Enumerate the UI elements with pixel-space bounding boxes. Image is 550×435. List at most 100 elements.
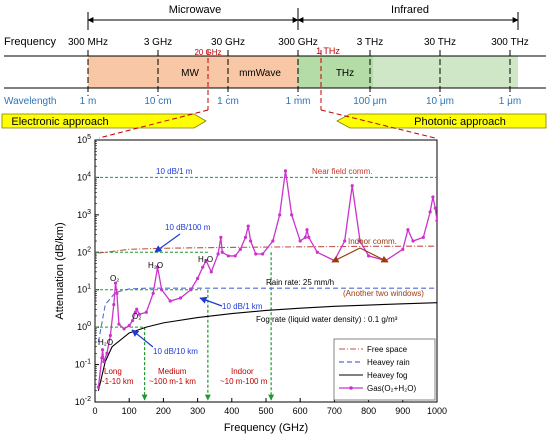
series-group (96, 169, 437, 391)
gas-data-point (278, 213, 282, 217)
y-tick-label: 100 (77, 321, 91, 332)
annotation-rain-rate: Rain rate: 25 mm/h (266, 278, 334, 287)
gas-data-point (406, 228, 410, 232)
x-tick-label: 100 (122, 406, 137, 416)
annotation-h2o-183ghz: H₂O (148, 261, 163, 270)
gas-data-point (112, 303, 116, 307)
x-tick-label: 900 (395, 406, 410, 416)
freq-tick-label: 3 THz (357, 37, 384, 48)
far-infrared-band (373, 56, 518, 88)
gas-data-point (196, 276, 200, 281)
annotation-indoor-comm: Indoor comm. (348, 237, 397, 246)
freq-tick-label: 300 MHz (68, 37, 108, 48)
legend-label-heavy-fog: Heavey fog (367, 371, 407, 380)
x-tick-label: 800 (361, 406, 376, 416)
window-long-range: ~1-10 km (100, 377, 134, 386)
gas-data-point (271, 239, 275, 243)
gas-data-point (358, 239, 362, 243)
gas-data-point (350, 184, 354, 188)
freq-tick-label: 3 GHz (144, 37, 172, 48)
marker-20ghz-label: 20 GHz (194, 48, 221, 57)
wavelength-label: Wavelength (4, 96, 56, 107)
annotation-o2-118ghz: O₂ (132, 312, 141, 321)
x-axis-label: Frequency (GHz) (224, 422, 308, 434)
gas-data-point (102, 360, 106, 364)
gas-data-point (204, 258, 208, 263)
spectrum-diagram: Microwave Infrared Frequency 300 MHz 3 G… (1, 2, 547, 139)
gas-data-point (131, 318, 135, 323)
gas-data-point (96, 385, 101, 389)
gas-data-point (100, 356, 104, 360)
photonic-approach-arrow (336, 113, 547, 129)
gas-data-point (144, 310, 148, 314)
series-line-heavey-rain (97, 287, 437, 343)
gas-data-point (135, 307, 139, 311)
legend-label-heavy-rain: Heavey rain (367, 358, 410, 367)
annotations: 10 dB/1 m Near field comm. 10 dB/100 m R… (98, 167, 424, 386)
annotation-near-field: Near field comm. (312, 167, 372, 176)
annotation-10db-1m: 10 dB/1 m (156, 167, 193, 176)
y-axis-label: Attenuation (dB/km) (54, 222, 66, 319)
gas-data-point (305, 228, 309, 232)
y-tick-label: 105 (77, 134, 91, 145)
gas-data-point (233, 254, 237, 258)
legend-label-gas: Gas(O₂+H₂O) (367, 384, 416, 393)
y-tick-label: 103 (77, 209, 91, 220)
infrared-label: Infrared (391, 4, 429, 16)
y-tick-label: 10-1 (75, 359, 91, 370)
gas-data-point (246, 224, 250, 228)
y-tick-label: 101 (77, 284, 91, 295)
marker-1thz-label: 1 THz (316, 46, 340, 56)
gas-data-point (178, 296, 183, 300)
band-mw-label: MW (181, 68, 199, 79)
gas-data-point (428, 210, 432, 214)
annotation-h2o-22ghz: H₂O (98, 338, 113, 347)
freq-tick-label: 30 GHz (211, 37, 245, 48)
y-tick-label: 104 (77, 171, 91, 182)
x-tick-label: 1000 (427, 406, 447, 416)
series-line-heavey-fog (97, 302, 437, 391)
annotation-10db-1km: 10 dB/1 km (222, 302, 263, 311)
gas-data-point (435, 219, 437, 223)
gas-data-point (283, 169, 288, 173)
gas-data-point (401, 247, 405, 251)
gas-data-point (117, 322, 121, 326)
gas-data-point (433, 206, 437, 210)
attenuation-chart: 0 100 200 300 400 500 600 700 800 900 1000 10-210-… (54, 134, 447, 434)
gas-data-point (105, 351, 109, 355)
annotation-another-windows: (Another two windows) (343, 289, 424, 298)
electronic-approach-label: Electronic approach (11, 116, 108, 128)
x-tick-label: 700 (327, 406, 342, 416)
gas-data-point (421, 235, 425, 239)
thz-band (298, 56, 373, 88)
gas-data-point (254, 252, 258, 256)
gas-data-point (127, 323, 131, 328)
gas-data-point (137, 312, 142, 316)
legend-label-free-space: Free space (367, 345, 408, 354)
mw-band (88, 56, 298, 88)
series-line-free-space (98, 245, 437, 254)
wavelength-tick-label: 10 cm (144, 96, 171, 107)
gas-data-point (133, 310, 137, 314)
gas-data-point (411, 239, 415, 243)
y-tick-label: 102 (77, 246, 91, 257)
wavelength-tick-label: 10 μm (426, 96, 454, 107)
decade-gridlines (87, 50, 511, 96)
window-indoor-label: Indoor (231, 367, 254, 376)
annotation-10db-100m: 10 dB/100 m (165, 223, 211, 232)
gas-data-point (151, 291, 155, 295)
gas-data-point (209, 270, 213, 274)
frequency-label: Frequency (4, 36, 56, 48)
gas-data-point (220, 250, 224, 254)
freq-tick-label: 300 GHz (278, 37, 317, 48)
gas-data-point (249, 239, 253, 243)
gas-data-point (243, 235, 248, 239)
gas-data-point (168, 299, 172, 303)
y-tick-label: 10-2 (75, 396, 91, 407)
gas-data-point (303, 235, 307, 239)
legend: Free space Heavey rain Heavey fog Gas(O₂… (333, 338, 436, 401)
reference-lines (95, 176, 437, 401)
gas-data-point (307, 235, 311, 239)
window-medium-label: Medium (158, 367, 187, 376)
x-axis: 0 100 200 300 400 500 600 700 800 900 1000 (92, 398, 447, 416)
